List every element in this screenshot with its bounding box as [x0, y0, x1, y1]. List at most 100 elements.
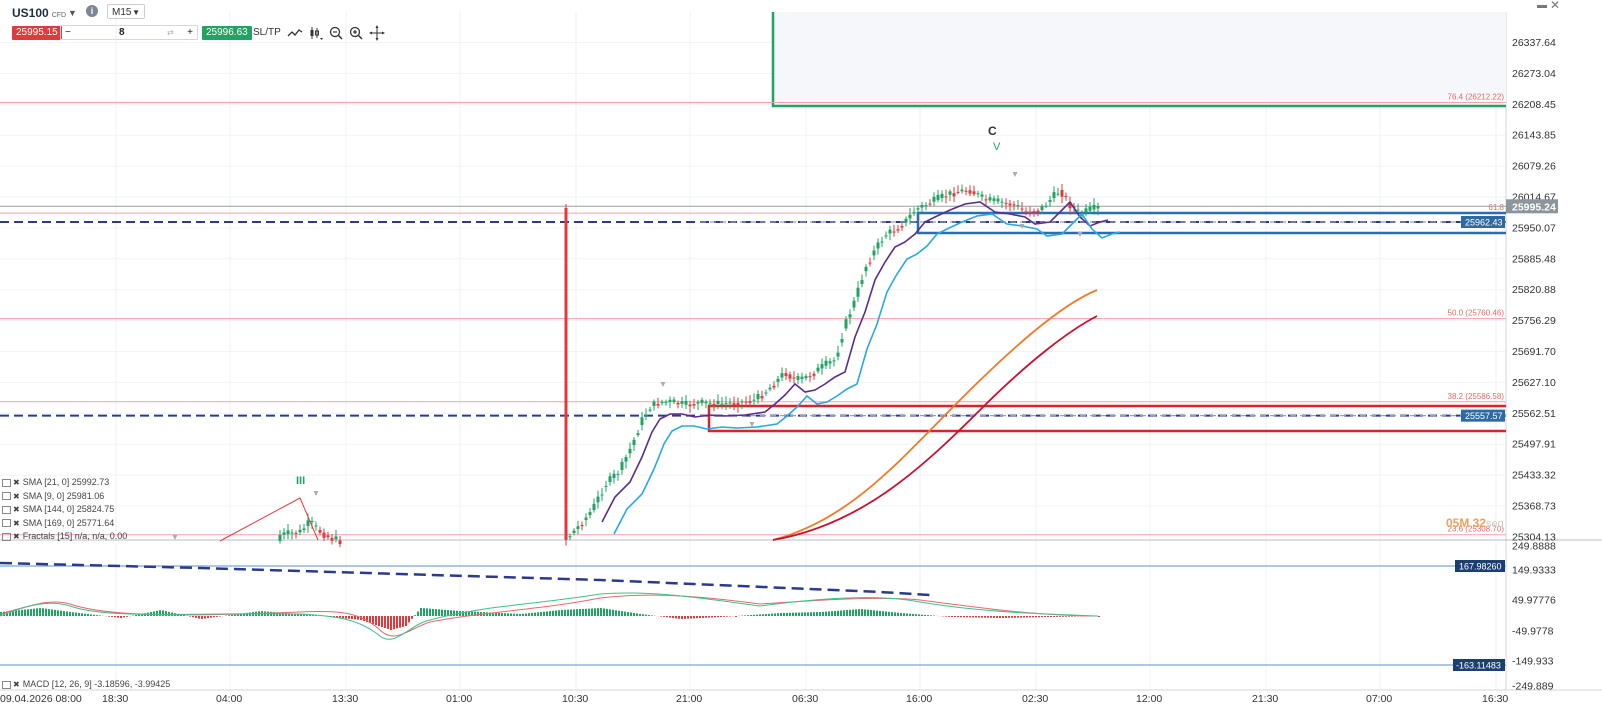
increase-button[interactable]: + [187, 27, 193, 38]
minimize-icon[interactable]: ▬ [1537, 0, 1547, 11]
indicator-row[interactable]: ✖ SMA [21, 0] 25992.73 [2, 476, 127, 490]
blue-zone [916, 211, 1506, 235]
macd-bar [768, 613, 770, 616]
swap-icon[interactable]: ⇄ [167, 28, 174, 37]
settings-icon[interactable] [2, 519, 11, 528]
candle [932, 196, 936, 202]
buy-button[interactable]: 25996.63 [202, 26, 252, 40]
symbol-dropdown-icon[interactable]: ▼ [68, 8, 77, 18]
settings-icon[interactable] [2, 478, 11, 487]
macd-bar [918, 614, 920, 616]
macd-bar [564, 609, 566, 616]
macd-bar [357, 616, 359, 620]
macd-bar [897, 612, 899, 616]
macd-bar [711, 616, 713, 618]
macd-bar [1059, 616, 1061, 617]
macd-bar [465, 611, 467, 616]
settings-icon[interactable] [2, 492, 11, 501]
macd-bar [27, 609, 29, 616]
indicator-row[interactable]: ✖ Fractals [15] n/a, n/a, 0.00 [2, 530, 127, 544]
macd-bar [63, 611, 65, 616]
macd-bar [66, 611, 68, 616]
macd-bar [753, 614, 755, 616]
candle [792, 377, 796, 379]
candle [988, 197, 992, 201]
candle [604, 485, 608, 487]
candle [684, 400, 688, 405]
candle [286, 530, 290, 535]
line-chart-icon[interactable] [287, 25, 303, 41]
candle [1040, 206, 1044, 210]
macd-bar [234, 614, 236, 616]
indicator-row[interactable]: ✖ SMA [169, 0] 25771.64 [2, 517, 127, 531]
macd-bar [828, 611, 830, 616]
candle [1004, 202, 1008, 204]
settings-icon[interactable] [2, 680, 11, 689]
quantity-stepper[interactable]: − 8 ⇄ + [60, 25, 198, 40]
candle [872, 250, 876, 256]
macd-bar [84, 613, 86, 616]
indicator-row[interactable]: ✖ SMA [144, 0] 25824.75 [2, 503, 127, 517]
price-tick: 26337.64 [1512, 37, 1556, 49]
indicator-row[interactable]: ✖ SMA [9, 0] 25981.06 [2, 490, 127, 504]
zoom-in-icon[interactable] [348, 25, 364, 41]
symbol-selector[interactable]: US100 CFD [12, 6, 67, 20]
macd-legend[interactable]: ✖ MACD [12, 26, 9] -3.18596, -3.99425 [2, 679, 170, 689]
macd-bar [1023, 616, 1025, 618]
macd-bar [954, 616, 956, 618]
macd-bar [1014, 616, 1016, 618]
macd-bar [813, 612, 815, 616]
quantity-value[interactable]: 8 [119, 27, 125, 38]
candle [612, 473, 616, 478]
macd-bar [48, 609, 50, 616]
candle [282, 532, 286, 535]
candle [764, 392, 768, 394]
candle [326, 535, 330, 538]
zoom-out-icon[interactable] [328, 25, 344, 41]
macd-bar [216, 616, 218, 617]
macd-bar [624, 611, 626, 616]
level-tag [1461, 215, 1505, 228]
candle [692, 404, 696, 406]
candle [1012, 204, 1016, 206]
macd-bar [537, 612, 539, 616]
macd-bar [588, 608, 590, 616]
macd-bar [765, 614, 767, 616]
close-icon[interactable]: ✕ [1550, 0, 1561, 12]
candle [592, 504, 596, 510]
candle [848, 314, 852, 318]
remove-icon[interactable]: ✖ [13, 518, 20, 528]
remove-icon[interactable]: ✖ [13, 478, 20, 487]
macd-bar [567, 609, 569, 616]
crosshair-icon[interactable] [369, 25, 385, 41]
settings-icon[interactable] [2, 505, 11, 514]
candle [744, 401, 748, 403]
macd-bar [621, 611, 623, 616]
timeframe-select[interactable]: M15 ▼ [107, 4, 145, 19]
candle [716, 400, 720, 404]
remove-icon[interactable]: ✖ [13, 532, 20, 541]
macd-bar [228, 615, 230, 616]
sltp-button[interactable]: SL/TP [253, 27, 281, 38]
macd-trend-line [0, 561, 931, 597]
remove-icon[interactable]: ✖ [13, 680, 20, 689]
settings-icon[interactable] [2, 532, 11, 541]
macd-bar [411, 616, 413, 619]
decrease-button[interactable]: − [65, 27, 71, 38]
info-icon[interactable]: i [86, 5, 98, 17]
candle [596, 496, 600, 503]
macd-bar [120, 616, 122, 618]
candlestick-icon[interactable] [308, 25, 324, 41]
fractal-marker [313, 491, 319, 496]
candle [290, 532, 294, 534]
macd-bar [597, 608, 599, 616]
remove-icon[interactable]: ✖ [13, 491, 20, 501]
candle [1048, 199, 1052, 202]
macd-bar [774, 613, 776, 616]
macd-bar [486, 612, 488, 616]
sell-button[interactable]: 25995.15 [12, 26, 62, 40]
macd-bar [408, 616, 410, 623]
macd-bar [414, 615, 416, 616]
remove-icon[interactable]: ✖ [13, 505, 20, 514]
